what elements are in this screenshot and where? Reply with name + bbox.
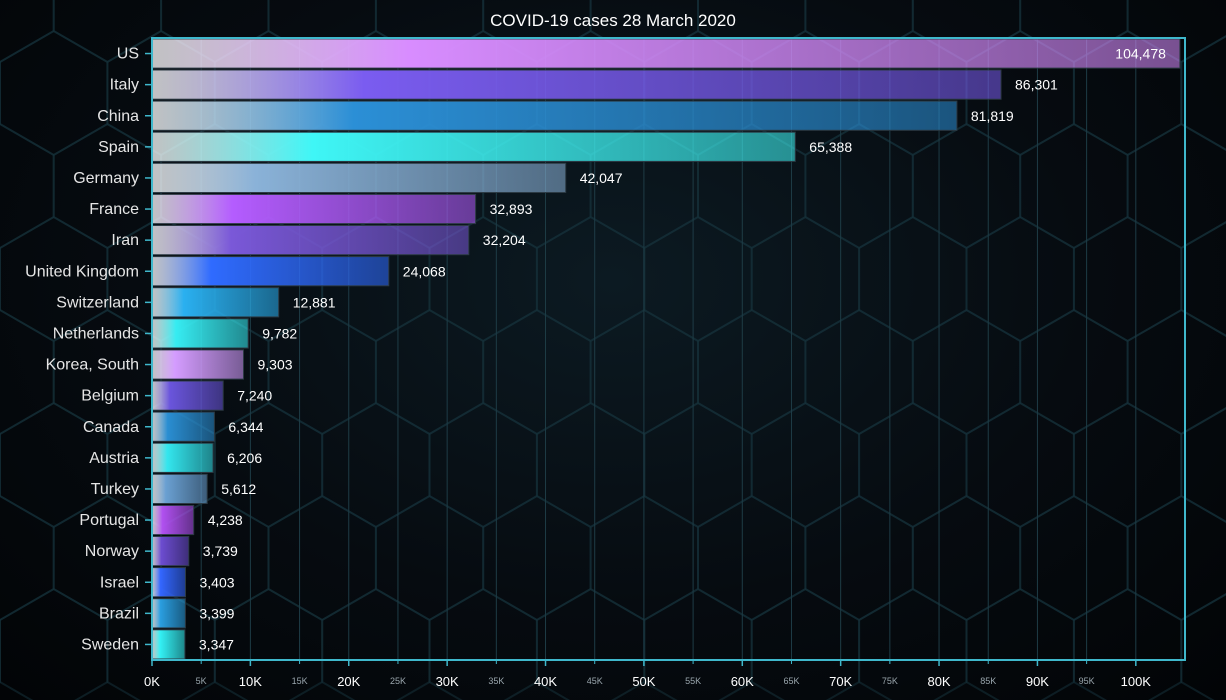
value-label: 42,047 <box>580 170 623 186</box>
category-label: Austria <box>89 450 139 467</box>
category-label: Spain <box>98 139 139 156</box>
x-minor-tick-label: 15K <box>292 676 308 686</box>
bar <box>151 442 214 473</box>
value-label: 12,881 <box>293 294 336 310</box>
bar <box>151 536 190 567</box>
category-label: Norway <box>85 543 139 560</box>
bar <box>151 504 195 536</box>
category-label: Switzerland <box>56 294 139 311</box>
category-label: France <box>89 201 139 218</box>
value-label: 3,403 <box>200 574 235 590</box>
value-label: 3,399 <box>199 605 234 621</box>
value-label: 6,344 <box>228 419 263 435</box>
category-label: Turkey <box>91 481 139 498</box>
x-tick-label: 30K <box>436 674 459 689</box>
category-labels: US Italy China Spain Germany France Iran United… <box>25 46 152 653</box>
value-label: 7,240 <box>237 388 272 404</box>
bar <box>151 380 224 411</box>
x-minor-tick-label: 55K <box>685 676 701 686</box>
category-label: Brazil <box>99 605 139 622</box>
x-tick-label: 50K <box>632 674 655 689</box>
bar <box>151 38 1181 69</box>
bar <box>151 318 249 349</box>
category-label: Netherlands <box>53 326 139 343</box>
x-tick-label: 80K <box>927 674 950 689</box>
bar <box>151 287 280 318</box>
gridlines <box>151 38 1137 660</box>
bar <box>151 69 1002 100</box>
bar <box>151 349 244 380</box>
x-tick-label: 100K <box>1121 674 1152 689</box>
category-label: China <box>97 108 139 125</box>
value-label: 24,068 <box>403 263 446 279</box>
value-label: 9,303 <box>258 357 293 373</box>
category-label: Belgium <box>81 388 139 405</box>
x-tick-label: 70K <box>829 674 852 689</box>
value-label: 32,204 <box>483 232 526 248</box>
value-label: 5,612 <box>221 481 256 497</box>
bar <box>151 411 215 442</box>
value-label: 104,478 <box>1115 46 1166 62</box>
x-minor-tick-label: 65K <box>783 676 799 686</box>
bar <box>151 473 208 504</box>
x-minor-tick-label: 95K <box>1079 676 1095 686</box>
x-minor-tick-label: 25K <box>390 676 406 686</box>
value-label: 81,819 <box>971 108 1014 124</box>
x-minor-tick-label: 35K <box>488 676 504 686</box>
x-tick-label: 90K <box>1026 674 1049 689</box>
category-label: Iran <box>111 232 139 249</box>
value-label: 86,301 <box>1015 77 1058 93</box>
x-minor-tick-label: 75K <box>882 676 898 686</box>
x-minor-tick-label: 45K <box>587 676 603 686</box>
category-label: United Kingdom <box>25 263 139 280</box>
hexagon-decoration <box>1180 593 1226 700</box>
category-label: Germany <box>73 170 139 187</box>
x-tick-label: 0K <box>144 674 160 689</box>
x-tick-label: 40K <box>534 674 557 689</box>
x-minor-tick-label: 85K <box>980 676 996 686</box>
category-label: Italy <box>110 77 139 94</box>
category-label: Sweden <box>81 636 139 653</box>
x-minor-tick-label: 5K <box>196 676 207 686</box>
bar <box>151 567 186 598</box>
x-axis-ticks: 0K 10K 20K 30K 40K 50K 60K 70K 80K 90K 100K 5K 15K 25… <box>144 660 1151 689</box>
bars-group <box>151 38 1181 660</box>
value-label: 6,206 <box>227 450 262 466</box>
axes <box>151 37 1186 661</box>
category-label: US <box>117 46 139 63</box>
bar <box>151 225 470 256</box>
bar <box>151 256 390 287</box>
value-label: 9,782 <box>262 326 297 342</box>
category-label: Portugal <box>79 512 139 529</box>
category-label: Canada <box>83 419 139 436</box>
chart-title: COVID-19 cases 28 March 2020 <box>490 11 736 30</box>
bar <box>151 162 567 194</box>
bar <box>151 193 477 225</box>
category-label: Korea, South <box>46 357 139 374</box>
x-tick-label: 10K <box>239 674 262 689</box>
bar <box>151 598 186 629</box>
x-tick-label: 20K <box>337 674 360 689</box>
value-label: 4,238 <box>208 512 243 528</box>
bar <box>151 131 796 162</box>
bar <box>151 100 958 131</box>
category-label: Israel <box>100 574 139 591</box>
plot-frame <box>151 37 1186 661</box>
value-label: 32,893 <box>490 201 533 217</box>
value-label: 3,739 <box>203 543 238 559</box>
value-label: 3,347 <box>199 636 234 652</box>
x-tick-label: 60K <box>731 674 754 689</box>
bar <box>151 629 186 660</box>
value-label: 65,388 <box>809 139 852 155</box>
